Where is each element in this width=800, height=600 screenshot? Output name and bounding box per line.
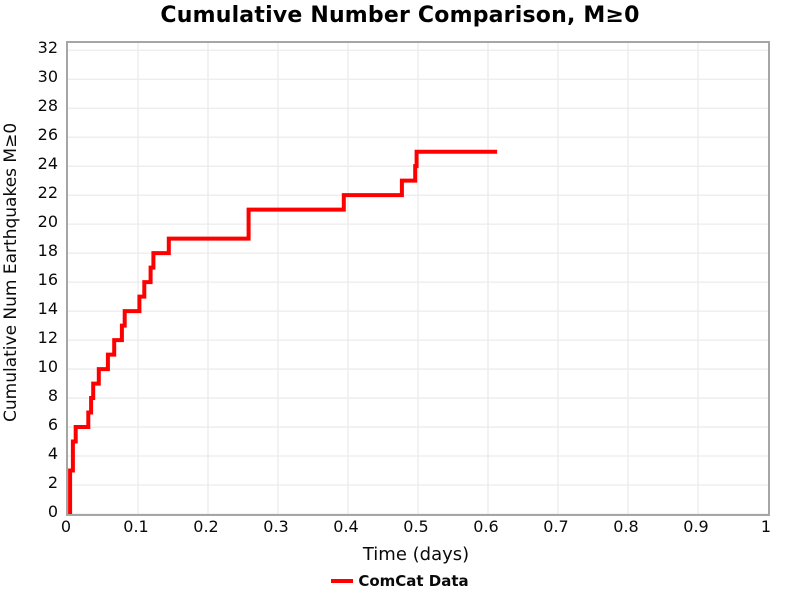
- y-tick-label-4: 4: [47, 444, 58, 464]
- y-tick-label-2: 2: [47, 473, 58, 492]
- x-tick-label-0: 0: [60, 517, 72, 536]
- y-tick-label-14: 14: [37, 299, 58, 319]
- y-tick-label-22: 22: [37, 183, 58, 203]
- plot-svg: [68, 43, 768, 514]
- x-tick-label-0.6: 0.6: [473, 517, 499, 536]
- y-tick-label-12: 12: [37, 328, 58, 348]
- legend-label: ComCat Data: [358, 572, 469, 590]
- y-tick-label-18: 18: [37, 241, 58, 261]
- x-axis-title: Time (days): [362, 544, 470, 565]
- y-tick-label-10: 10: [37, 357, 58, 377]
- y-tick-label-16: 16: [37, 270, 58, 290]
- comcat-series-line: [68, 149, 498, 514]
- plot-area: [66, 41, 770, 516]
- y-axis-title: Cumulative Num Earthquakes M≥0: [1, 122, 21, 422]
- x-tick-label-0.1: 0.1: [123, 517, 149, 536]
- y-tick-label-26: 26: [37, 125, 58, 145]
- y-tick-label-30: 30: [37, 67, 58, 87]
- x-tick-label-0.7: 0.7: [543, 517, 569, 536]
- x-tick-label-1: 1: [760, 517, 772, 536]
- x-tick-label-0.5: 0.5: [403, 517, 429, 536]
- x-tick-label-0.4: 0.4: [333, 517, 359, 536]
- legend-line-swatch: [331, 579, 354, 583]
- y-tick-label-24: 24: [37, 154, 58, 174]
- y-tick-label-8: 8: [47, 386, 58, 406]
- x-tick-label-0.8: 0.8: [613, 517, 639, 536]
- x-tick-label-0.3: 0.3: [263, 517, 289, 536]
- y-tick-label-28: 28: [37, 96, 58, 116]
- y-tick-label-20: 20: [37, 212, 58, 232]
- y-tick-label-32: 32: [37, 38, 58, 58]
- x-tick-label-0.2: 0.2: [193, 517, 219, 536]
- chart-title: Cumulative Number Comparison, M≥0: [160, 3, 640, 28]
- legend: ComCat Data: [0, 572, 800, 590]
- x-tick-label-0.9: 0.9: [683, 517, 709, 536]
- y-tick-label-0: 0: [47, 502, 58, 521]
- y-tick-label-6: 6: [47, 415, 58, 435]
